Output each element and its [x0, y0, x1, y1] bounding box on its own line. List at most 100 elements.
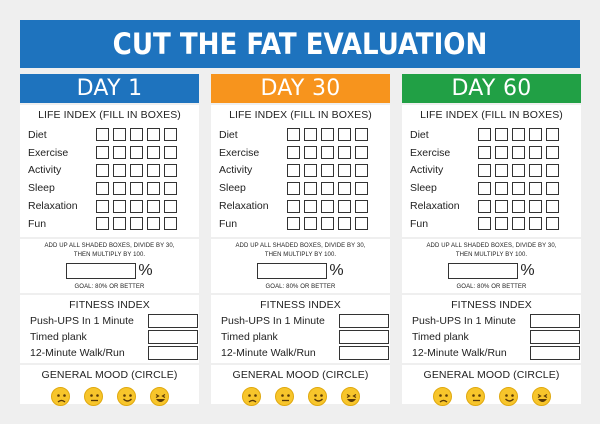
- life-checkbox[interactable]: [287, 163, 300, 177]
- life-checkbox[interactable]: [512, 199, 525, 213]
- life-checkbox[interactable]: [338, 217, 351, 231]
- life-checkbox[interactable]: [338, 146, 351, 160]
- laughing-face-icon[interactable]: [531, 387, 551, 406]
- sad-face-icon[interactable]: [241, 387, 261, 406]
- life-checkbox[interactable]: [546, 181, 559, 195]
- life-checkbox[interactable]: [512, 181, 525, 195]
- life-checkbox[interactable]: [355, 217, 368, 231]
- life-checkbox[interactable]: [304, 146, 317, 160]
- percent-field[interactable]: [257, 263, 328, 279]
- fitness-field[interactable]: [530, 314, 580, 328]
- life-checkbox[interactable]: [495, 181, 508, 195]
- life-checkbox[interactable]: [130, 163, 143, 177]
- life-checkbox[interactable]: [478, 199, 491, 213]
- life-checkbox[interactable]: [164, 146, 177, 160]
- life-checkbox[interactable]: [147, 146, 160, 160]
- life-checkbox[interactable]: [355, 181, 368, 195]
- life-checkbox[interactable]: [287, 199, 300, 213]
- life-checkbox[interactable]: [304, 163, 317, 177]
- life-checkbox[interactable]: [338, 199, 351, 213]
- life-checkbox[interactable]: [287, 181, 300, 195]
- life-checkbox[interactable]: [495, 217, 508, 231]
- laughing-face-icon[interactable]: [149, 387, 169, 406]
- life-checkbox[interactable]: [529, 217, 542, 231]
- life-checkbox[interactable]: [164, 217, 177, 231]
- life-checkbox[interactable]: [478, 163, 491, 177]
- life-checkbox[interactable]: [113, 146, 126, 160]
- life-checkbox[interactable]: [164, 199, 177, 213]
- life-checkbox[interactable]: [355, 128, 368, 142]
- life-checkbox[interactable]: [287, 146, 300, 160]
- life-checkbox[interactable]: [164, 128, 177, 142]
- life-checkbox[interactable]: [113, 181, 126, 195]
- life-checkbox[interactable]: [113, 199, 126, 213]
- life-checkbox[interactable]: [338, 128, 351, 142]
- life-checkbox[interactable]: [495, 128, 508, 142]
- life-checkbox[interactable]: [130, 217, 143, 231]
- life-checkbox[interactable]: [546, 128, 559, 142]
- life-checkbox[interactable]: [321, 217, 334, 231]
- percent-field[interactable]: [66, 263, 137, 279]
- life-checkbox[interactable]: [147, 199, 160, 213]
- smile-face-icon[interactable]: [307, 387, 327, 406]
- fitness-field[interactable]: [530, 330, 580, 344]
- fitness-field[interactable]: [530, 346, 580, 360]
- life-checkbox[interactable]: [130, 181, 143, 195]
- life-checkbox[interactable]: [512, 163, 525, 177]
- smile-face-icon[interactable]: [498, 387, 518, 406]
- neutral-face-icon[interactable]: [274, 387, 294, 406]
- life-checkbox[interactable]: [546, 199, 559, 213]
- life-checkbox[interactable]: [546, 163, 559, 177]
- life-checkbox[interactable]: [321, 181, 334, 195]
- fitness-field[interactable]: [148, 330, 198, 344]
- life-checkbox[interactable]: [495, 146, 508, 160]
- life-checkbox[interactable]: [304, 217, 317, 231]
- life-checkbox[interactable]: [529, 181, 542, 195]
- life-checkbox[interactable]: [164, 163, 177, 177]
- life-checkbox[interactable]: [287, 217, 300, 231]
- life-checkbox[interactable]: [96, 181, 109, 195]
- life-checkbox[interactable]: [478, 181, 491, 195]
- life-checkbox[interactable]: [478, 217, 491, 231]
- life-checkbox[interactable]: [113, 163, 126, 177]
- smile-face-icon[interactable]: [116, 387, 136, 406]
- life-checkbox[interactable]: [529, 199, 542, 213]
- life-checkbox[interactable]: [512, 146, 525, 160]
- life-checkbox[interactable]: [147, 163, 160, 177]
- life-checkbox[interactable]: [478, 146, 491, 160]
- life-checkbox[interactable]: [147, 128, 160, 142]
- life-checkbox[interactable]: [478, 128, 491, 142]
- life-checkbox[interactable]: [512, 128, 525, 142]
- life-checkbox[interactable]: [355, 146, 368, 160]
- life-checkbox[interactable]: [512, 217, 525, 231]
- fitness-field[interactable]: [339, 314, 389, 328]
- life-checkbox[interactable]: [287, 128, 300, 142]
- life-checkbox[interactable]: [546, 217, 559, 231]
- life-checkbox[interactable]: [130, 128, 143, 142]
- life-checkbox[interactable]: [304, 199, 317, 213]
- sad-face-icon[interactable]: [50, 387, 70, 406]
- life-checkbox[interactable]: [113, 217, 126, 231]
- fitness-field[interactable]: [339, 330, 389, 344]
- life-checkbox[interactable]: [147, 217, 160, 231]
- life-checkbox[interactable]: [529, 128, 542, 142]
- life-checkbox[interactable]: [96, 128, 109, 142]
- life-checkbox[interactable]: [130, 146, 143, 160]
- life-checkbox[interactable]: [495, 199, 508, 213]
- life-checkbox[interactable]: [147, 181, 160, 195]
- life-checkbox[interactable]: [96, 199, 109, 213]
- life-checkbox[interactable]: [321, 128, 334, 142]
- life-checkbox[interactable]: [96, 163, 109, 177]
- life-checkbox[interactable]: [321, 199, 334, 213]
- life-checkbox[interactable]: [355, 163, 368, 177]
- neutral-face-icon[interactable]: [83, 387, 103, 406]
- life-checkbox[interactable]: [304, 128, 317, 142]
- life-checkbox[interactable]: [338, 163, 351, 177]
- neutral-face-icon[interactable]: [465, 387, 485, 406]
- fitness-field[interactable]: [339, 346, 389, 360]
- laughing-face-icon[interactable]: [340, 387, 360, 406]
- life-checkbox[interactable]: [338, 181, 351, 195]
- fitness-field[interactable]: [148, 346, 198, 360]
- life-checkbox[interactable]: [96, 217, 109, 231]
- life-checkbox[interactable]: [321, 163, 334, 177]
